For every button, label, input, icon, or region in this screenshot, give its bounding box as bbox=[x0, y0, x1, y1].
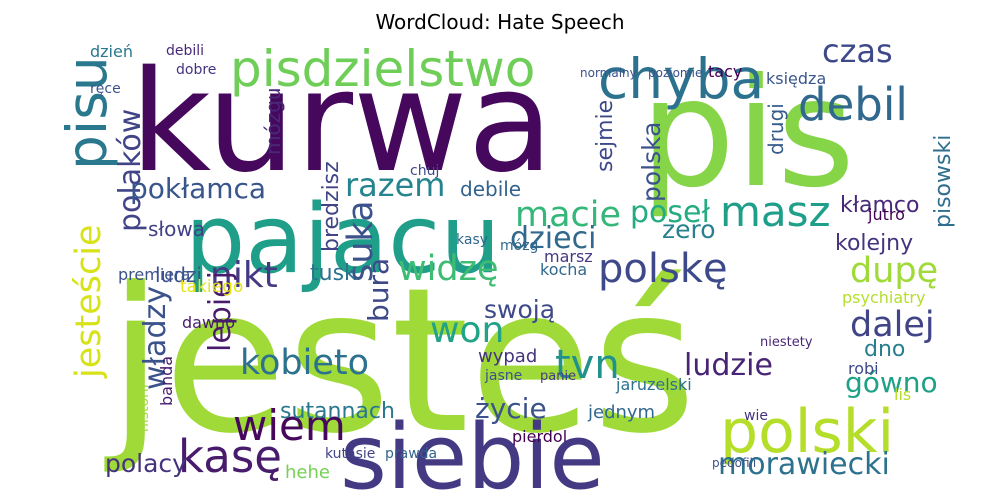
word: kasę bbox=[178, 430, 282, 483]
word: razem bbox=[345, 166, 445, 204]
word: dalej bbox=[850, 305, 935, 345]
word: debil bbox=[798, 78, 908, 131]
word: pokłamca bbox=[130, 172, 266, 205]
word: debili bbox=[166, 43, 204, 59]
word: polacy bbox=[105, 449, 187, 478]
word: banda bbox=[157, 356, 176, 406]
word: jednym bbox=[587, 402, 655, 423]
word: dobre bbox=[176, 62, 216, 78]
word: jasne bbox=[484, 368, 522, 384]
word: gówno bbox=[845, 366, 938, 399]
word: robi bbox=[848, 359, 879, 378]
word: swoją bbox=[484, 295, 555, 324]
word: ludzi bbox=[155, 263, 202, 287]
word: kocha bbox=[540, 260, 587, 279]
word: normalny bbox=[580, 66, 637, 80]
word: niestety bbox=[760, 335, 813, 350]
word: lepiej bbox=[203, 271, 238, 352]
word: marsz bbox=[544, 247, 593, 266]
word: dupę bbox=[850, 251, 938, 291]
word: suka bbox=[341, 200, 381, 282]
word: tacy bbox=[708, 62, 742, 81]
word: jesteście bbox=[69, 225, 109, 379]
word: czas bbox=[822, 32, 893, 70]
word: poziomie bbox=[648, 66, 702, 80]
word: polskę bbox=[598, 246, 728, 292]
word: pisu bbox=[55, 56, 119, 170]
word: widzę bbox=[398, 249, 498, 289]
word: dawno bbox=[182, 313, 235, 332]
word: jutro bbox=[867, 205, 905, 224]
word: polska bbox=[637, 122, 666, 203]
word: panie bbox=[540, 369, 576, 384]
word: kolejny bbox=[835, 231, 913, 256]
word: nikt bbox=[210, 255, 278, 296]
word: tusk bbox=[310, 261, 357, 286]
word: kłamco bbox=[840, 193, 919, 218]
word: księdza bbox=[766, 69, 826, 88]
word: wiem bbox=[233, 401, 346, 450]
word: morawiecki bbox=[718, 447, 890, 482]
word: psychiatry bbox=[842, 288, 925, 307]
word: wie bbox=[744, 408, 768, 424]
word: hehe bbox=[285, 462, 330, 483]
word: historii bbox=[136, 384, 152, 432]
word: polaków bbox=[113, 109, 148, 232]
word: pajacu bbox=[185, 185, 501, 295]
word: polski bbox=[720, 397, 894, 467]
word: kobieto bbox=[240, 343, 369, 383]
word: chyba bbox=[598, 47, 764, 111]
word: pierdol bbox=[512, 427, 567, 446]
word: mózgu bbox=[261, 87, 285, 155]
word: bredzisz bbox=[319, 161, 344, 252]
word: dzień bbox=[90, 42, 133, 61]
word: jesteś bbox=[104, 245, 696, 478]
word: dno bbox=[864, 337, 905, 362]
word: wypad bbox=[478, 346, 537, 367]
word: ręce bbox=[90, 81, 121, 97]
word: zero bbox=[662, 215, 716, 244]
word: mózg bbox=[500, 238, 538, 254]
word: drugi bbox=[764, 103, 788, 155]
chart-title: WordCloud: Hate Speech bbox=[375, 10, 624, 34]
word: kasy bbox=[456, 232, 488, 248]
word: siebie bbox=[340, 405, 605, 500]
word: pisowski bbox=[931, 135, 956, 228]
word: poseł bbox=[630, 195, 710, 230]
word: życie bbox=[475, 392, 547, 425]
word: takiego bbox=[180, 277, 243, 297]
word: sutannach bbox=[280, 399, 395, 424]
word: pisdzielstwo bbox=[230, 40, 535, 98]
word: dzieci bbox=[510, 221, 596, 256]
word: lis bbox=[894, 385, 911, 404]
word: ludzie bbox=[684, 348, 773, 383]
word: pedofili bbox=[712, 456, 756, 470]
word: jaruzelski bbox=[615, 375, 692, 394]
word: masz bbox=[720, 187, 831, 236]
word: chuj bbox=[410, 163, 439, 179]
word: bura bbox=[362, 258, 395, 322]
word: prawda bbox=[385, 446, 437, 462]
word: pis bbox=[640, 47, 855, 221]
word: debile bbox=[460, 177, 521, 201]
word: sejmie bbox=[593, 100, 618, 172]
word: władzy bbox=[138, 286, 173, 390]
word: premiera bbox=[118, 265, 190, 284]
word: kutasie bbox=[325, 446, 375, 462]
word-cloud: jesteś kurwa pis pajacu siebie polski pisdziel… bbox=[55, 32, 956, 500]
word: macie bbox=[515, 195, 621, 235]
word: tvn bbox=[555, 342, 620, 388]
word: słowa bbox=[148, 217, 205, 241]
word: kurwa bbox=[130, 41, 553, 204]
word: won bbox=[430, 310, 504, 351]
